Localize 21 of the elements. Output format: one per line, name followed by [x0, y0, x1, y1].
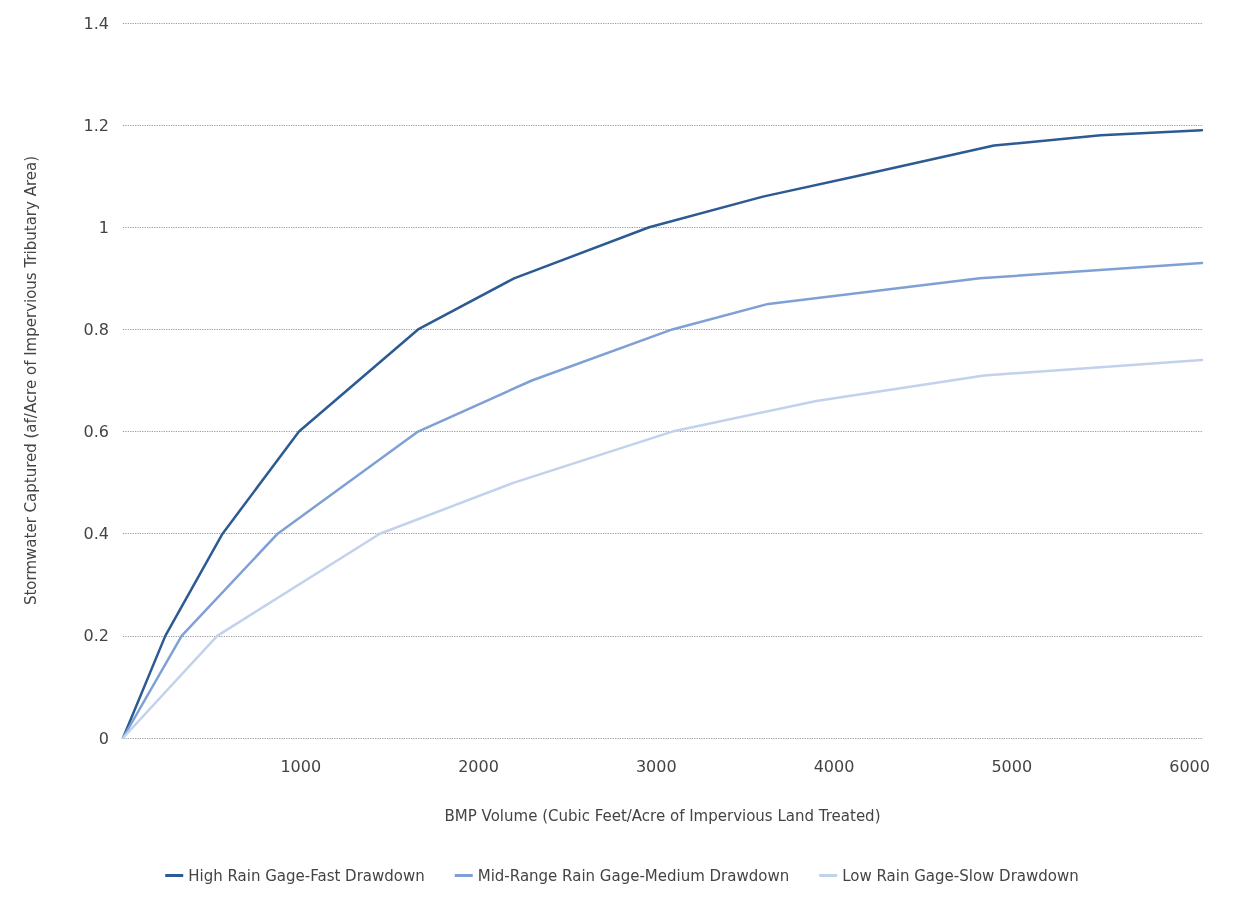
line-series [121, 358, 1204, 740]
x-tick-label: 5000 [991, 756, 1033, 776]
y-tick-label: 1 [98, 217, 109, 237]
y-tick-label: 0 [98, 728, 109, 748]
x-tick-label: 1000 [280, 756, 322, 776]
y-tick-label: 0.2 [83, 626, 109, 646]
y-axis-title: Stormwater Captured (af/Acre of Impervious Tributary Area) [21, 155, 40, 606]
x-tick-label: 4000 [813, 756, 855, 776]
x-tick-label: 2000 [458, 756, 499, 776]
legend-label: High Rain Gage-Fast Drawdown [188, 866, 425, 885]
y-tick-label: 0.8 [83, 319, 109, 339]
x-tick-label: 6000 [1169, 756, 1210, 776]
legend-label: Mid-Range Rain Gage-Medium Drawdown [477, 866, 790, 885]
y-tick-label: 1.4 [83, 13, 109, 33]
x-axis-title: BMP Volume (Cubic Feet/Acre of Impervious Land Treated) [444, 806, 881, 825]
y-tick-label: 0.6 [83, 422, 109, 442]
y-tick-label: 1.2 [83, 115, 109, 135]
y-tick-label: 0.4 [83, 524, 109, 544]
line-series [121, 261, 1204, 740]
x-tick-label: 3000 [635, 756, 677, 776]
legend-label: Low Rain Gage-Slow Drawdown [842, 866, 1079, 885]
